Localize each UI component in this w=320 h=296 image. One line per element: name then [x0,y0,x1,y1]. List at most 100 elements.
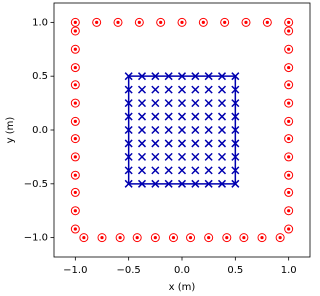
y-tick-label: 0.0 [32,125,48,136]
x-point [151,152,160,161]
marker-part [153,236,157,240]
marker-part [113,17,123,27]
circle-point [262,17,272,27]
circle-point [284,80,294,90]
marker-part [287,190,291,195]
marker-part [284,206,294,216]
y-axis-label: y (m) [5,117,16,144]
marker-part [278,236,282,240]
circle-point [70,134,80,144]
marker-part [137,20,141,24]
circle-point [177,17,187,27]
marker-part [284,98,294,108]
marker-part [284,80,294,90]
x-point [137,152,147,161]
x-point [137,99,147,108]
marker-part [287,137,291,141]
marker-part [287,47,291,51]
marker-part [284,63,294,73]
x-point [137,125,147,135]
circle-point [284,98,294,108]
x-point [204,139,213,148]
marker-part [156,17,166,27]
x-point [164,152,173,161]
x-point [191,139,200,148]
marker-part [180,20,184,24]
marker-part [287,20,291,24]
marker-part [287,155,291,159]
marker-part [287,29,291,33]
x-point [191,125,200,135]
marker-part [70,224,80,234]
x-point [164,99,173,108]
marker-part [284,26,294,36]
circle-point [70,152,80,162]
circle-point [284,116,294,126]
marker-part [177,17,187,27]
marker-part [242,236,246,240]
marker-part [284,134,294,144]
marker-part [70,170,80,180]
marker-part [73,65,77,70]
x-point [177,112,187,121]
circle-point [284,26,294,36]
x-point [204,112,213,121]
marker-part [73,137,77,141]
marker-part [186,233,196,243]
circle-point [284,187,294,197]
circle-point [186,233,196,243]
y-tick-label: −0.5 [24,179,48,190]
marker-part [70,80,80,90]
marker-part [287,173,291,177]
circle-point [70,224,80,234]
circle-point [70,44,80,54]
x-point [164,125,173,135]
x-point [177,166,187,175]
circle-point [284,17,294,27]
marker-part [150,233,160,243]
marker-part [100,236,104,240]
marker-part [73,83,77,87]
marker-part [97,233,107,243]
x-point [164,166,173,175]
marker-part [171,236,176,240]
marker-part [244,20,248,24]
x-point [151,99,160,108]
marker-part [73,173,77,177]
circle-point [156,17,166,27]
circle-point [284,206,294,216]
x-point [151,112,160,121]
circle-point [134,17,144,27]
marker-part [70,26,80,36]
circle-point [70,170,80,180]
outline [127,75,237,185]
marker-part [73,190,77,195]
marker-part [70,152,80,162]
marker-part [73,20,77,24]
marker-part [239,233,249,243]
circle-point [222,233,232,243]
marker-part [92,17,102,27]
marker-part [73,155,77,159]
marker-part [260,236,264,240]
circle-point [70,98,80,108]
marker-part [116,20,120,24]
marker-part [70,206,80,216]
x-point [217,85,227,94]
x-point [204,125,213,135]
marker-part [257,233,267,243]
circle-point [239,233,249,243]
x-point [217,166,227,175]
circle-point [70,63,80,73]
marker-part [70,116,80,126]
marker-part [207,236,211,240]
x-point [217,99,227,108]
circle-point [198,17,208,27]
marker-part [118,236,122,240]
marker-part [132,233,142,243]
x-tick-label: −1.0 [63,265,87,276]
marker-part [284,44,294,54]
marker-part [287,209,291,213]
x-point [191,99,200,108]
